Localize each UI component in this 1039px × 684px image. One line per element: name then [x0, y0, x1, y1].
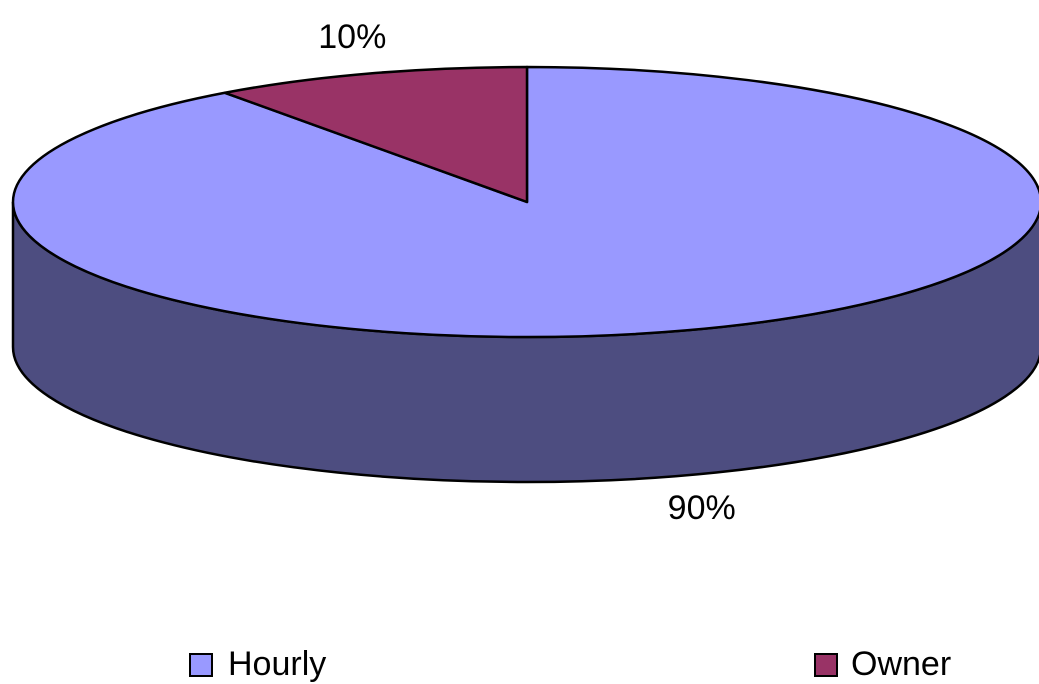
legend-swatch [814, 653, 838, 677]
data-label: 90% [668, 489, 736, 527]
data-label: 10% [318, 18, 386, 56]
pie-slice [223, 65, 529, 204]
legend-label: Hourly [228, 645, 326, 683]
legend-label: Owner [851, 645, 951, 683]
legend-swatch [189, 653, 213, 677]
